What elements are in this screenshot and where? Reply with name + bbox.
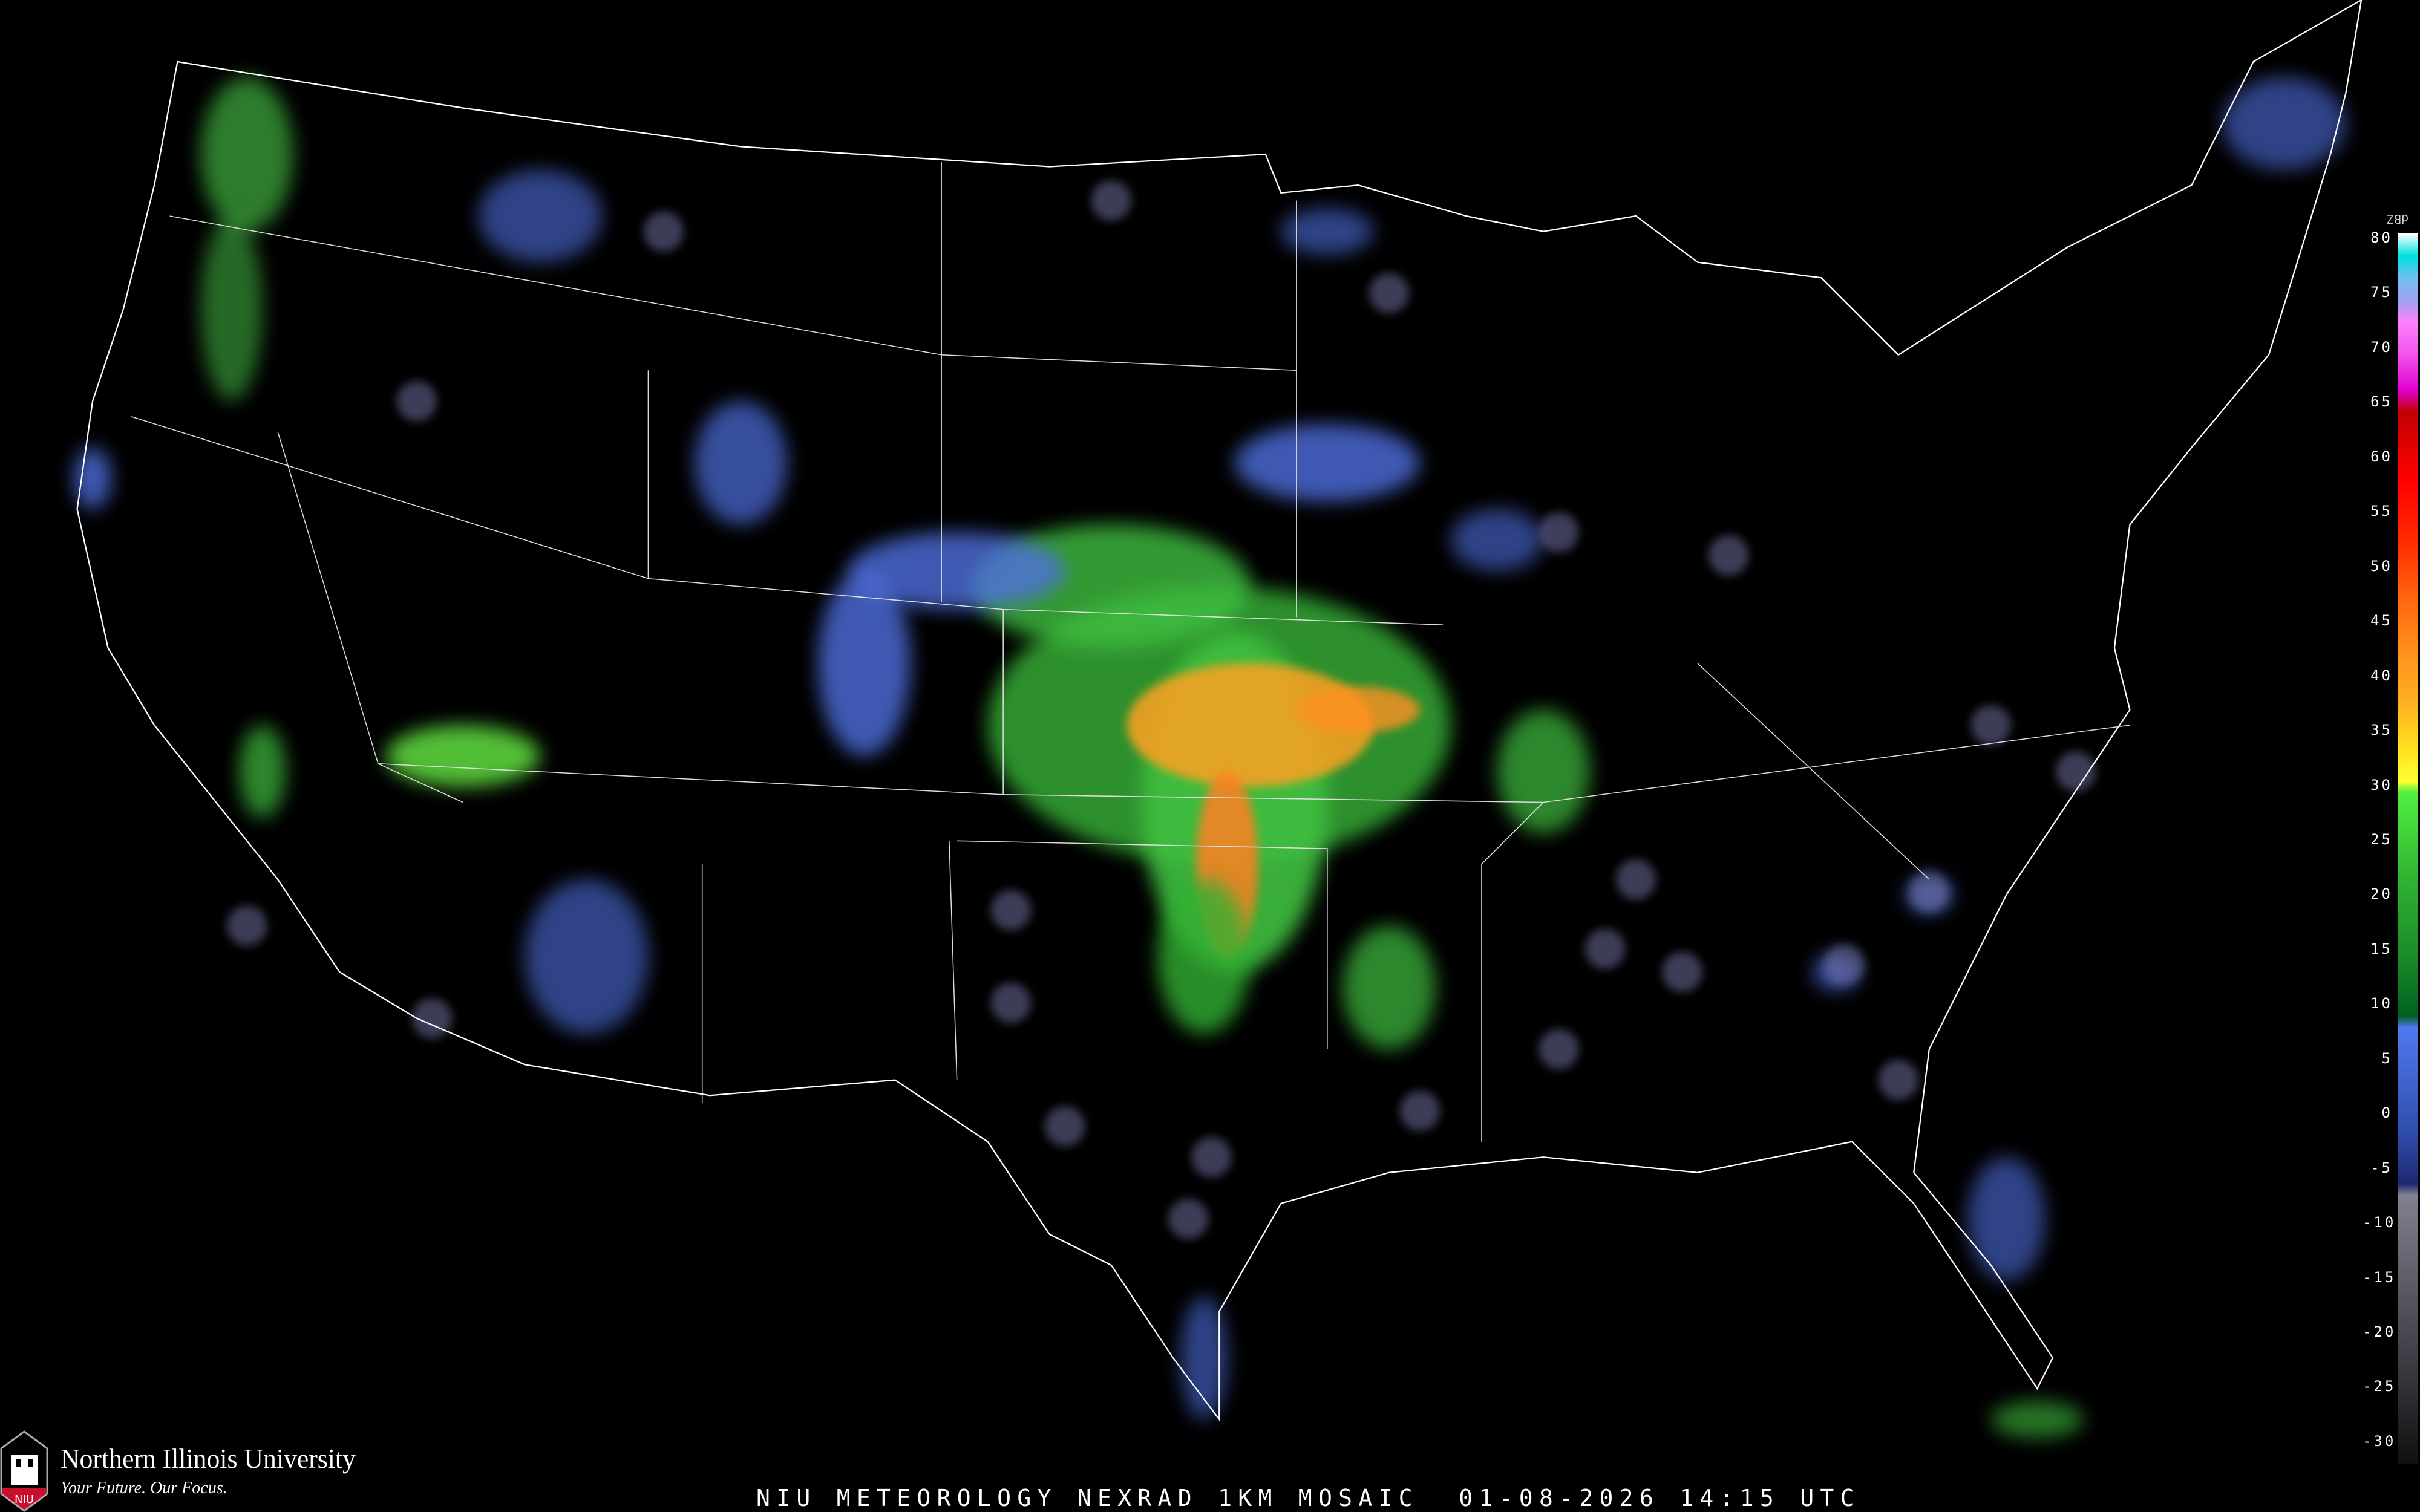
radar-site-clutter: [1970, 705, 2011, 746]
colorbar-tick-label: 55: [2370, 503, 2393, 520]
radar-echo: [2222, 77, 2346, 170]
radar-site-clutter: [990, 890, 1032, 931]
radar-site-clutter: [1168, 1199, 1209, 1239]
colorbar-tick-label: -5: [2370, 1159, 2393, 1176]
colorbar-tick-label: -20: [2363, 1323, 2396, 1340]
colorbar-tick-label: -30: [2363, 1432, 2396, 1450]
colorbar-tick-label: 35: [2370, 722, 2393, 739]
radar-site-clutter: [990, 983, 1032, 1023]
product-caption: NIU METEOROLOGY NEXRAD 1KM MOSAIC 01-08-…: [756, 1485, 1860, 1511]
radar-echo: [694, 401, 788, 525]
colorbar-tick-label: -10: [2363, 1214, 2396, 1231]
radar-site-clutter: [1615, 859, 1656, 900]
radar-echo: [385, 725, 540, 787]
colorbar-tick-label: -25: [2363, 1378, 2396, 1395]
radar-echo: [1342, 925, 1436, 1049]
radar-echo: [200, 77, 293, 232]
radar-echo: [1180, 1295, 1228, 1419]
radar-site-clutter: [396, 381, 437, 422]
radar-site-clutter: [1909, 872, 1949, 912]
radar-site-clutter: [1539, 512, 1579, 553]
radar-echo: [1990, 1401, 2084, 1438]
radar-echo: [849, 532, 1065, 610]
radar-echo: [525, 879, 649, 1034]
colorbar-tick-label: 30: [2370, 776, 2393, 793]
radar-echo: [1157, 879, 1251, 1034]
colorbar-tick-label: 5: [2381, 1049, 2393, 1067]
radar-echo: [1497, 709, 1590, 833]
radar-echoes: [74, 77, 2346, 1438]
radar-site-clutter: [2055, 751, 2096, 792]
radar-echo: [200, 216, 263, 402]
radar-site-clutter: [1045, 1106, 1085, 1147]
colorbar-tick-label: 80: [2370, 229, 2393, 246]
state-borders: [131, 161, 2130, 1142]
radar-echo: [478, 169, 602, 262]
radar-site-clutter: [1878, 1060, 1918, 1100]
radar-site-clutter: [412, 998, 453, 1038]
colorbar-tick-label: 0: [2381, 1104, 2393, 1122]
radar-echo: [239, 725, 286, 818]
radar-site-clutter: [1399, 1090, 1441, 1131]
radar-site-clutter: [643, 211, 684, 252]
colorbar-unit: dBZ: [2387, 212, 2409, 226]
radar-site-clutter: [1584, 928, 1626, 969]
colorbar-tick-label: -15: [2363, 1268, 2396, 1286]
colorbar-tick-label: 25: [2370, 830, 2393, 848]
svg-text:NIU: NIU: [15, 1493, 34, 1506]
radar-echo: [1234, 424, 1420, 502]
reflectivity-colorbar: [2398, 233, 2418, 1464]
radar-site-clutter: [1369, 273, 1410, 313]
niu-name: Northern Illinois University: [60, 1443, 356, 1474]
colorbar-tick-label: 15: [2370, 940, 2393, 957]
colorbar-tick-label: 10: [2370, 995, 2393, 1012]
radar-site-clutter: [1539, 1029, 1579, 1069]
radar-echo: [1450, 509, 1544, 571]
radar-site-clutter: [1191, 1137, 1232, 1178]
radar-site-clutter: [1708, 535, 1749, 576]
radar-site-clutter: [1824, 944, 1865, 985]
radar-site-clutter: [1091, 180, 1131, 221]
niu-tagline: Your Future. Our Focus.: [60, 1479, 227, 1497]
radar-site-clutter: [1662, 951, 1702, 992]
colorbar-tick-label: 50: [2370, 557, 2393, 575]
us-outline: [76, 0, 2363, 1422]
colorbar-tick-label: 45: [2370, 612, 2393, 630]
radar-echo: [818, 570, 911, 756]
radar-echo: [1281, 208, 1374, 255]
colorbar-tick-label: 70: [2370, 338, 2393, 356]
radar-echo: [1967, 1157, 2046, 1281]
radar-echo: [1296, 686, 1420, 733]
colorbar-tick-label: 75: [2370, 284, 2393, 301]
radar-echo: [1127, 663, 1374, 787]
radar-echo: [74, 447, 111, 509]
colorbar-tick-label: 20: [2370, 885, 2393, 903]
colorbar-tick-label: 65: [2370, 393, 2393, 411]
colorbar-tick-label: 60: [2370, 448, 2393, 465]
niu-logo: NIU: [0, 1430, 48, 1512]
colorbar-tick-label: 40: [2370, 666, 2393, 684]
radar-site-clutter: [227, 905, 267, 946]
